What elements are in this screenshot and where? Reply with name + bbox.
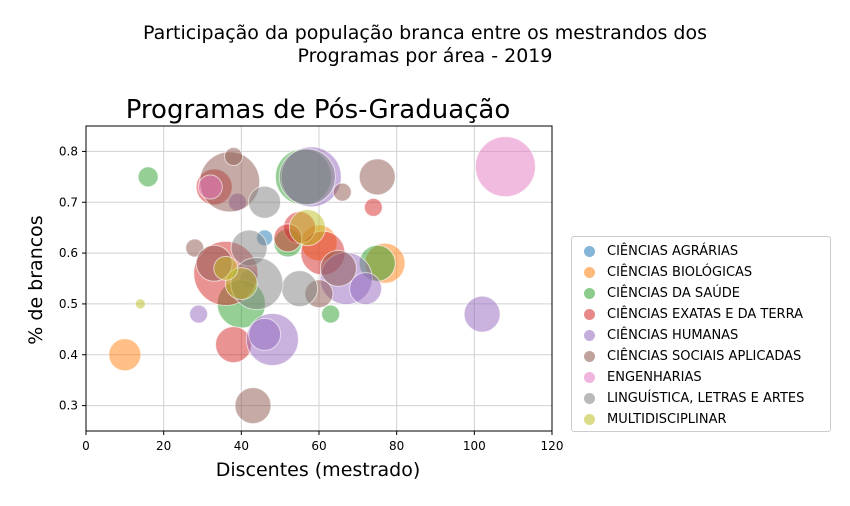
bubble-point — [288, 209, 326, 247]
legend-item: CIÊNCIAS EXATAS E DA TERRA — [572, 304, 830, 325]
bubble-point — [215, 326, 253, 364]
caption-line-2: Programas por área - 2019 — [297, 45, 553, 67]
x-tick-label: 20 — [156, 439, 171, 453]
legend-marker — [584, 414, 595, 425]
bubble-point — [213, 255, 239, 281]
bubble-point — [197, 174, 223, 200]
x-tick-label: 60 — [311, 439, 326, 453]
bubble-point — [278, 148, 336, 206]
y-tick-label: 0.8 — [59, 144, 78, 158]
bubble-point — [332, 182, 352, 202]
y-tick-label: 0.5 — [59, 297, 78, 311]
y-axis-label: % de brancos — [25, 215, 47, 344]
bubble-point — [224, 147, 244, 166]
legend-item: CIÊNCIAS DA SAÚDE — [572, 283, 830, 304]
bubble-point — [248, 185, 282, 219]
legend-label: CIÊNCIAS BIOLÓGICAS — [607, 265, 753, 280]
chart-title: Programas de Pós-Graduação — [126, 95, 511, 125]
x-tick-label: 80 — [389, 439, 404, 453]
legend-label: CIÊNCIAS EXATAS E DA TERRA — [607, 307, 803, 322]
legend-marker — [584, 393, 595, 404]
x-axis-label: Discentes (mestrado) — [216, 459, 421, 481]
bubble-point — [134, 298, 146, 310]
y-tick-label: 0.4 — [59, 348, 78, 362]
bubble-point — [363, 197, 383, 217]
legend-item: CIÊNCIAS BIOLÓGICAS — [572, 262, 830, 283]
legend-label: CIÊNCIAS DA SAÚDE — [607, 286, 740, 301]
x-tick-label: 100 — [463, 439, 486, 453]
bubble-point — [137, 166, 159, 188]
legend-label: CIÊNCIAS HUMANAS — [607, 328, 739, 343]
legend-marker — [584, 372, 595, 383]
legend-item: LINGUÍSTICA, LETRAS E ARTES — [572, 388, 830, 409]
legend-item: CIÊNCIAS HUMANAS — [572, 325, 830, 346]
legend-label: CIÊNCIAS SOCIAIS APLICADAS — [607, 349, 802, 364]
legend-label: LINGUÍSTICA, LETRAS E ARTES — [607, 391, 805, 406]
legend-marker — [584, 351, 595, 362]
bubble-point — [358, 158, 396, 196]
legend-item: ENGENHARIAS — [572, 367, 830, 388]
x-tick-label: 0 — [82, 439, 90, 453]
bubble-point — [349, 272, 383, 306]
y-tick-label: 0.3 — [59, 399, 78, 413]
legend-item: CIÊNCIAS SOCIAIS APLICADAS — [572, 346, 830, 367]
figure-caption: Participação da população branca entre o… — [0, 22, 850, 68]
caption-line-1: Participação da população branca entre o… — [143, 22, 707, 44]
legend-marker — [584, 309, 595, 320]
y-tick-label: 0.7 — [59, 195, 78, 209]
legend-marker — [584, 267, 595, 278]
bubble-point — [189, 304, 209, 324]
bubbles — [108, 136, 536, 425]
bubble-point — [319, 249, 357, 287]
legend: CIÊNCIAS AGRÁRIAS CIÊNCIAS BIOLÓGICAS CIÊN… — [571, 236, 831, 432]
bubble-point — [108, 338, 142, 372]
bubble-point — [474, 136, 536, 198]
bubble-point — [463, 295, 501, 333]
legend-label: CIÊNCIAS AGRÁRIAS — [607, 244, 739, 259]
x-tick-label: 40 — [234, 439, 249, 453]
bubble-point — [321, 304, 341, 324]
legend-label: ENGENHARIAS — [607, 370, 702, 385]
axis-ticks: 0 20 40 60 80 100 120 0.3 0.4 0.5 0.6 0.7 0.8 — [59, 144, 564, 453]
legend-item: CIÊNCIAS AGRÁRIAS — [572, 241, 830, 262]
bubble-point — [281, 270, 319, 308]
legend-marker — [584, 288, 595, 299]
legend-item: MULTIDISCIPLINAR — [572, 409, 830, 430]
bubble-point — [248, 317, 282, 351]
legend-label: MULTIDISCIPLINAR — [607, 412, 727, 427]
y-tick-label: 0.6 — [59, 246, 78, 260]
x-tick-label: 120 — [541, 439, 564, 453]
legend-marker — [584, 246, 595, 257]
bubble-point — [234, 387, 272, 425]
legend-marker — [584, 330, 595, 341]
